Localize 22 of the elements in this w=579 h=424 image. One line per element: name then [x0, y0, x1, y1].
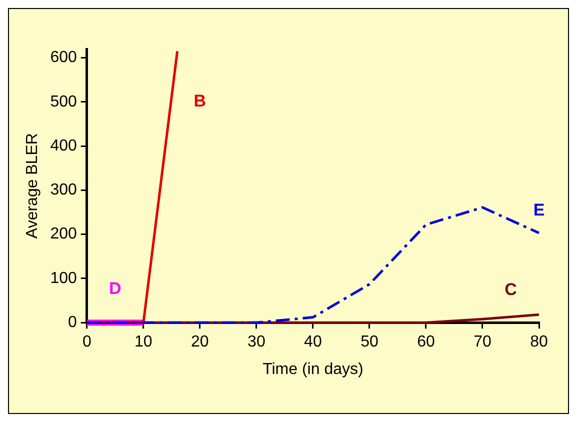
x-tick-label: 50 — [360, 334, 378, 351]
y-tick-label: 500 — [50, 93, 77, 110]
x-axis-title: Time (in days) — [262, 360, 364, 378]
series-label: E — [533, 200, 545, 220]
x-tick-label: 60 — [417, 334, 435, 351]
x-tick-label: 20 — [191, 334, 209, 351]
x-tick-label: 70 — [474, 334, 492, 351]
series-label: C — [504, 280, 517, 300]
x-tick-label: 0 — [82, 334, 92, 351]
y-tick-label: 0 — [68, 314, 77, 332]
series-label: B — [194, 92, 206, 111]
x-tick-label: 40 — [304, 334, 322, 351]
x-tick-label: 80 — [530, 334, 548, 351]
x-tick-label: 10 — [134, 334, 152, 351]
y-tick-label: 600 — [50, 49, 77, 66]
y-tick-label: 300 — [50, 182, 77, 199]
series-label: D — [109, 279, 122, 298]
y-tick-label: 100 — [50, 270, 77, 287]
y-axis-title: Average BLER — [24, 133, 42, 239]
x-tick-label: 30 — [248, 334, 266, 351]
y-tick-label: 200 — [50, 226, 77, 243]
y-tick-label: 400 — [50, 137, 77, 154]
